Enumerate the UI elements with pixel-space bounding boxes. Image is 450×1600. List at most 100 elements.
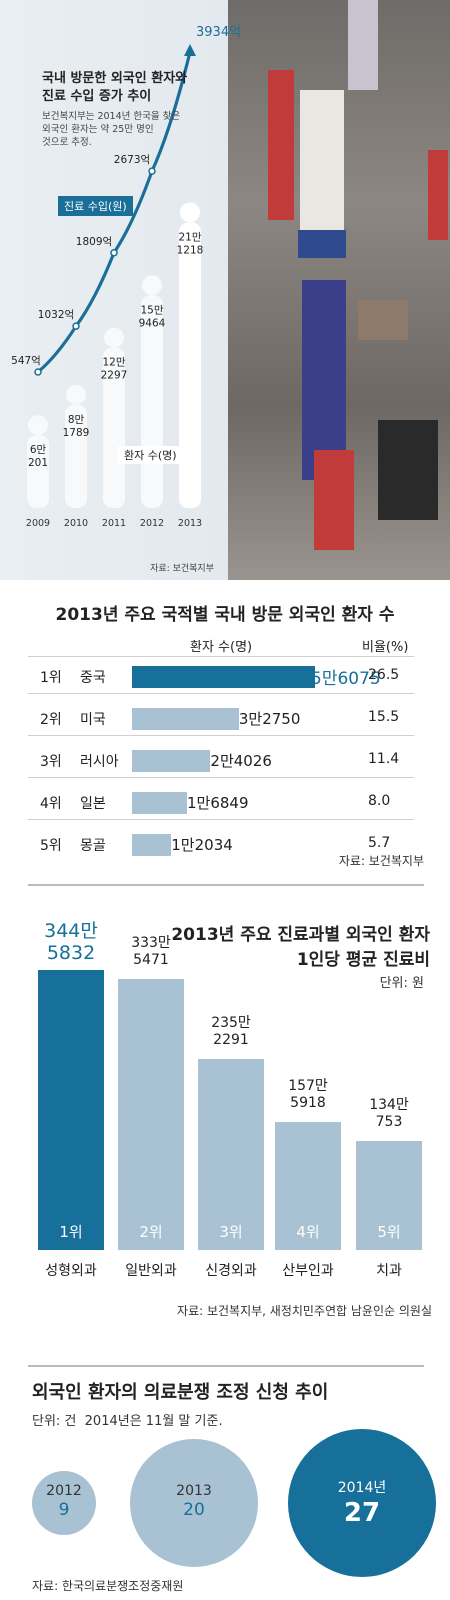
department-value-label-5: 134만 753	[346, 1097, 432, 1131]
trend-note: 보건복지부는 2014년 한국을 찾은 외국인 환자는 약 25만 명인 것으로…	[42, 110, 232, 149]
patient-label-2009-a: 6만	[30, 444, 47, 456]
nationality-row-1: 1위 중국 5만6075 26.5	[28, 658, 414, 694]
revenue-line	[36, 51, 192, 374]
department-title-line1: 2013년 주요 진료과별 외국인 환자	[171, 925, 430, 945]
department-bar-3: 3위	[198, 1058, 264, 1250]
nationality-section: 2013년 주요 국적별 국내 방문 외국인 환자 수 환자 수(명) 비율(%…	[0, 580, 450, 870]
department-value-b: 5832	[46, 942, 96, 964]
patient-head-2009	[28, 415, 48, 436]
nationality-bar	[132, 708, 239, 730]
year-tick-2013: 2013	[178, 518, 202, 529]
nationality-rank: 2위	[40, 712, 62, 728]
nationality-rank: 4위	[40, 796, 62, 812]
nationality-source: 자료: 보건복지부	[338, 854, 424, 868]
nationality-value: 1만2034	[171, 836, 233, 854]
dispute-title: 외국인 환자의 의료분쟁 조정 신청 추이	[32, 1382, 329, 1403]
nationality-row-5: 5위 몽골 1만2034 5.7	[28, 826, 414, 862]
department-title-line2: 1인당 평균 진료비	[296, 950, 430, 970]
dispute-source: 자료: 한국의료분쟁조정중재원	[32, 1579, 184, 1593]
trend-note-line1: 보건복지부는 2014년 한국을 찾은	[42, 111, 181, 122]
department-bar-5: 5위	[356, 1141, 422, 1250]
patient-label-2010-a: 8만	[68, 414, 85, 426]
patient-bar-2013	[179, 222, 201, 508]
revenue-label-2012: 2673억	[114, 154, 150, 166]
nationality-ratio: 11.4	[368, 751, 400, 767]
department-bar-2: 2위	[118, 978, 184, 1250]
nationality-ratio: 5.7	[368, 835, 391, 851]
dispute-bubble-2014년: 2014년 27	[288, 1429, 436, 1577]
department-value-a: 235만	[211, 1014, 251, 1031]
nationality-title: 2013년 주요 국적별 국내 방문 외국인 환자 수	[55, 605, 395, 625]
trend-title-line1: 국내 방문한 외국인 환자와	[42, 71, 188, 86]
department-section: 2013년 주요 진료과별 외국인 환자 1인당 평균 진료비 단위: 원 1위…	[0, 890, 450, 1340]
department-unit: 단위: 원	[379, 976, 424, 991]
patient-label-2012-b: 9464	[139, 317, 166, 329]
nationality-country: 미국	[80, 712, 106, 728]
patient-head-2013	[180, 202, 200, 223]
department-name-4: 산부인과	[282, 1263, 334, 1279]
trend-note-line2: 외국인 환자는 약 25만 명인	[42, 124, 154, 135]
department-name-3: 신경외과	[205, 1263, 257, 1279]
patient-label-2013-a: 21만	[178, 231, 201, 243]
ratio-col-header: 비율(%)	[362, 640, 409, 655]
revenue-point-2011	[110, 249, 118, 257]
nationality-ratio: 8.0	[368, 793, 391, 809]
nationality-country: 일본	[80, 796, 106, 812]
patient-label-2011-a: 12만	[102, 357, 125, 369]
nationality-value: 3만2750	[238, 710, 301, 728]
dispute-bubble-2012: 2012 9	[31, 1470, 97, 1536]
nationality-country: 몽골	[80, 838, 106, 854]
department-rank: 2위	[139, 1222, 163, 1241]
department-rank: 4위	[296, 1222, 320, 1241]
row-divider	[28, 777, 414, 778]
patient-label: 환자 수(명)	[124, 449, 177, 462]
revenue-point-2009	[34, 368, 42, 376]
revenue-label-2010: 1032억	[38, 309, 74, 321]
nationality-row-2: 2위 미국 3만2750 15.5	[28, 700, 414, 736]
patient-bar-2009	[27, 435, 49, 508]
department-value-b: 5471	[133, 951, 169, 968]
row-divider	[28, 735, 414, 736]
section-divider	[28, 884, 424, 886]
revenue-label-box: 진료 수입(원)	[58, 196, 133, 216]
nationality-bar	[132, 834, 172, 856]
year-tick-2009: 2009	[26, 518, 50, 529]
revenue-label: 진료 수입(원)	[64, 200, 127, 213]
nationality-bar	[132, 666, 315, 688]
patient-label-2011-b: 2297	[101, 370, 128, 382]
revenue-label-2011: 1809억	[76, 236, 112, 248]
dispute-bubble-2013: 2013 20	[130, 1439, 258, 1567]
department-value-a: 333만	[131, 934, 171, 951]
nationality-row-4: 4위 일본 1만6849 8.0	[28, 784, 414, 820]
department-rank: 1위	[59, 1223, 83, 1241]
dispute-unit: 단위: 건 2014년은 11월 말 기준.	[32, 1414, 223, 1429]
row-divider	[28, 693, 414, 694]
department-rank: 5위	[377, 1222, 401, 1241]
department-name-2: 일반외과	[125, 1263, 177, 1279]
patient-bar-2011	[103, 347, 125, 508]
year-tick-2012: 2012	[140, 518, 164, 529]
nationality-country: 러시아	[80, 754, 119, 770]
department-value-b: 753	[375, 1114, 403, 1131]
nationality-value: 5만6075	[311, 669, 381, 689]
department-rank: 3위	[219, 1222, 243, 1241]
department-value-b: 2291	[213, 1031, 249, 1048]
trend-title: 국내 방문한 외국인 환자와 진료 수입 증가 추이	[42, 70, 232, 106]
department-name-1: 성형외과	[45, 1263, 97, 1279]
trend-section: 6만 201 8만 1789 12만 2297 15만 9464 21만 1218 547억 103…	[0, 0, 450, 580]
patient-label-2012-a: 15만	[140, 304, 163, 316]
trend-source: 자료: 보건복지부	[150, 564, 214, 574]
year-tick-2011: 2011	[102, 518, 126, 529]
department-bar-1: 1위	[38, 970, 104, 1250]
nationality-row-3: 3위 러시아 2만4026 11.4	[28, 742, 414, 778]
department-value-a: 134만	[369, 1097, 409, 1114]
patient-head-2012	[142, 275, 162, 296]
nationality-value: 2만4026	[210, 752, 272, 770]
patient-label-2010-b: 1789	[63, 427, 90, 439]
dispute-count: 20	[183, 1499, 205, 1520]
department-bar-4: 4위	[275, 1121, 341, 1250]
nationality-value: 1만6849	[186, 794, 249, 812]
dispute-section: 외국인 환자의 의료분쟁 조정 신청 추이 단위: 건 2014년은 11월 말…	[0, 1368, 450, 1600]
revenue-label-2013: 3934억	[196, 25, 241, 40]
dispute-year: 2012	[46, 1482, 82, 1499]
